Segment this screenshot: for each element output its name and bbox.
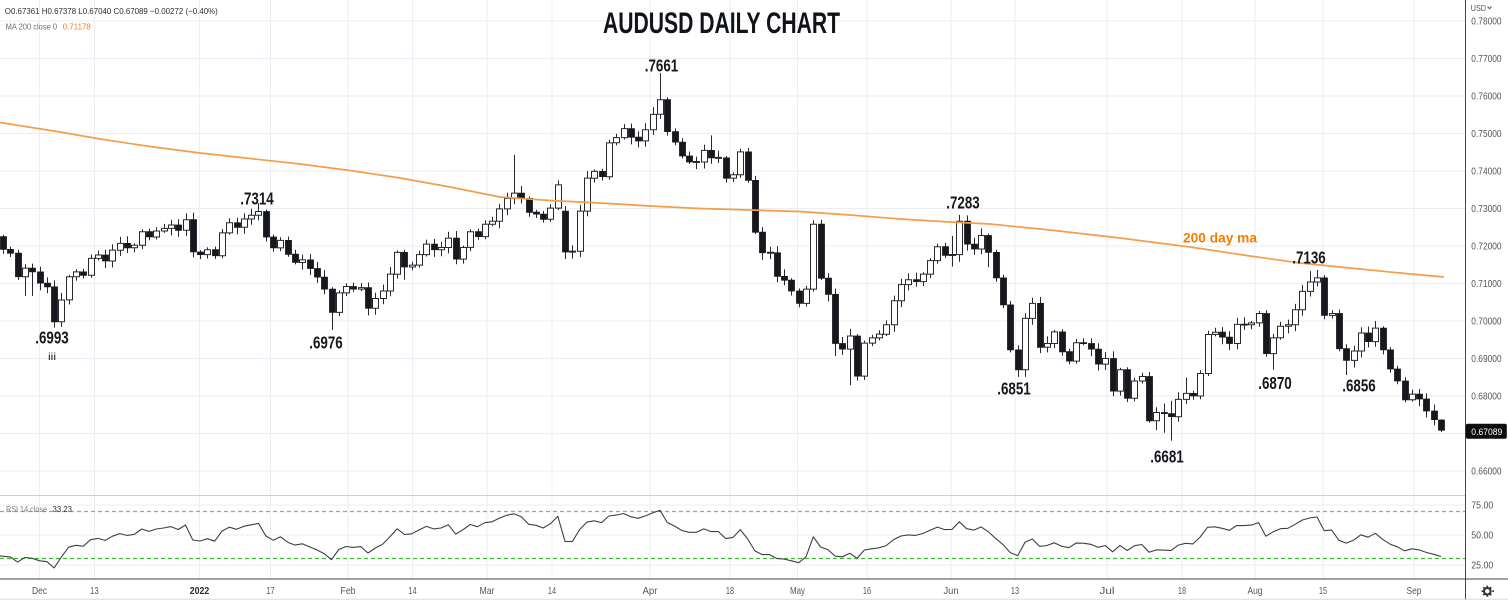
svg-text:Dec: Dec [32,586,47,597]
svg-text:0.66000: 0.66000 [1471,467,1501,478]
svg-text:0.75000: 0.75000 [1471,129,1501,140]
svg-text:16: 16 [863,586,871,597]
svg-text:25.00: 25.00 [1471,561,1493,572]
svg-text:0.73000: 0.73000 [1471,204,1501,215]
svg-text:0.78000: 0.78000 [1471,17,1501,28]
svg-text:0.72000: 0.72000 [1471,242,1501,253]
svg-text:0.69000: 0.69000 [1471,354,1501,365]
svg-text:.6851: .6851 [997,379,1031,399]
svg-text:14: 14 [548,586,556,597]
svg-text:13: 13 [1011,586,1019,597]
svg-text:0.68000: 0.68000 [1471,392,1501,403]
svg-text:200 day ma: 200 day ma [1183,230,1257,246]
svg-text:RSI 14 close: RSI 14 close [6,505,47,514]
svg-text:O0.67361 H0.67378 L0.67040: O0.67361 H0.67378 L0.67040 C0.67089 −0.0… [5,6,218,16]
svg-text:AUDUSD DAILY CHART: AUDUSD DAILY CHART [603,7,840,40]
svg-text:18: 18 [726,586,734,597]
svg-text:Aug: Aug [1248,586,1263,597]
svg-text:0.70000: 0.70000 [1471,317,1501,328]
svg-text:18: 18 [1178,586,1186,597]
svg-text:0.74000: 0.74000 [1471,167,1501,178]
svg-text:Jul: Jul [1100,586,1115,597]
svg-text:0.71178: 0.71178 [63,22,91,31]
svg-text:Apr: Apr [643,586,658,597]
svg-text:.6681: .6681 [1150,447,1184,467]
svg-text:14: 14 [408,586,416,597]
svg-text:.7314: .7314 [240,189,274,209]
svg-text:.7136: .7136 [1292,248,1326,268]
svg-text:.6993: .6993 [35,328,69,348]
svg-text:17: 17 [266,586,274,597]
svg-text:.7283: .7283 [946,193,980,213]
svg-text:2022: 2022 [190,586,210,597]
svg-text:50.00: 50.00 [1471,531,1493,542]
svg-text:13: 13 [90,586,98,597]
svg-text:MA 200 close 0: MA 200 close 0 [6,22,58,31]
svg-text:.7661: .7661 [645,56,679,76]
svg-text:.6856: .6856 [1342,376,1376,396]
svg-text:15: 15 [1319,586,1327,597]
svg-text:iii: iii [48,351,56,363]
svg-text:0.71000: 0.71000 [1471,279,1501,290]
svg-text:.6870: .6870 [1258,373,1292,393]
svg-text:May: May [790,586,806,597]
svg-text:75.00: 75.00 [1471,501,1493,512]
svg-text:Sep: Sep [1407,586,1422,597]
svg-text:0.77000: 0.77000 [1471,54,1501,65]
svg-text:0.67089: 0.67089 [1471,427,1502,438]
svg-text:Mar: Mar [480,586,495,597]
svg-text:0.76000: 0.76000 [1471,92,1501,103]
svg-text:Jun: Jun [944,586,959,597]
svg-text:Feb: Feb [341,586,356,597]
svg-text:.6976: .6976 [309,333,343,353]
svg-text:USD: USD [1471,4,1486,13]
svg-text:33.23: 33.23 [53,505,73,514]
